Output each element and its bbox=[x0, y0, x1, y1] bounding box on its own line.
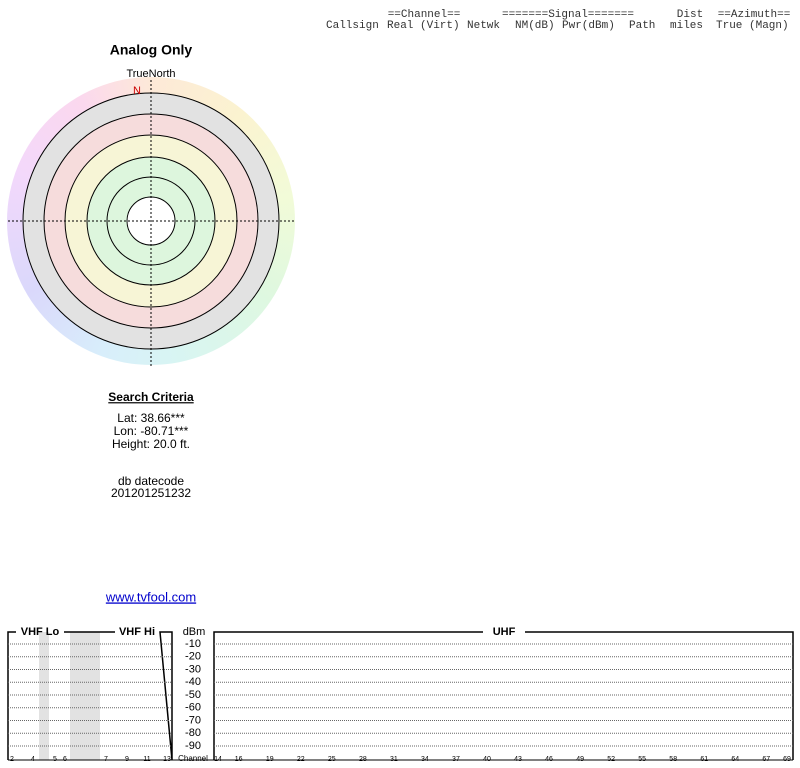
lon: Lon: -80.71*** bbox=[114, 424, 189, 438]
dbm-tick-label: -90 bbox=[185, 740, 201, 752]
dbm-tick-label: -70 bbox=[185, 714, 201, 726]
channel-tick: 37 bbox=[452, 756, 460, 763]
search-criteria: Search Criteria Lat: 38.66*** Lon: -80.7… bbox=[105, 390, 196, 604]
channel-label: Channel bbox=[178, 754, 208, 763]
heading: Search Criteria bbox=[108, 390, 194, 404]
channel-tick: 64 bbox=[731, 756, 739, 763]
band-label: VHF Lo bbox=[21, 626, 60, 638]
channel-tick: 19 bbox=[266, 756, 274, 763]
channel-tick: 40 bbox=[483, 756, 491, 763]
channel-tick: 69 bbox=[783, 756, 791, 763]
band-shade bbox=[39, 632, 49, 760]
height: Height: 20.0 ft. bbox=[112, 437, 190, 451]
column-group: =======Signal======= bbox=[502, 9, 634, 21]
column-header: Netwk bbox=[467, 20, 500, 32]
datecode-label: db datecode bbox=[118, 474, 184, 488]
channel-tick: 55 bbox=[638, 756, 646, 763]
dbm-tick-label: -60 bbox=[185, 702, 201, 714]
channel-tick: 67 bbox=[762, 756, 770, 763]
channel-tick: 61 bbox=[700, 756, 708, 763]
north-label: TrueNorth bbox=[126, 68, 175, 80]
channel-tick: 14 bbox=[214, 756, 222, 763]
dbm-tick-label: -10 bbox=[185, 638, 201, 650]
column-header: miles bbox=[670, 20, 703, 32]
channel-tick: 13 bbox=[163, 756, 171, 763]
channel-tick: 43 bbox=[514, 756, 522, 763]
channel-tick: 7 bbox=[104, 756, 108, 763]
north-mark: N bbox=[133, 85, 141, 97]
channel-tick: 16 bbox=[235, 756, 243, 763]
column-header: NM(dB) bbox=[515, 20, 555, 32]
dbm-tick-label: -50 bbox=[185, 689, 201, 701]
band-label: VHF Hi bbox=[119, 626, 155, 638]
channel-tick: 5 bbox=[53, 756, 57, 763]
column-header: Real (Virt) bbox=[387, 20, 460, 32]
column-group: Dist bbox=[677, 9, 703, 21]
title: Analog Only bbox=[110, 42, 193, 58]
channel-tick: 28 bbox=[359, 756, 367, 763]
band-label: UHF bbox=[493, 626, 516, 638]
unit: dBm bbox=[183, 626, 206, 638]
channel-tick: 46 bbox=[545, 756, 553, 763]
channel-tick: 52 bbox=[607, 756, 615, 763]
column-header: Callsign bbox=[326, 20, 379, 32]
uhf-frame bbox=[213, 631, 794, 760]
channel-tick: 9 bbox=[125, 756, 129, 763]
channel-tick: 2 bbox=[10, 756, 14, 763]
column-header: Path bbox=[629, 20, 655, 32]
datecode: 201201251232 bbox=[111, 486, 191, 500]
channel-tick: 22 bbox=[297, 756, 305, 763]
band-shade bbox=[70, 632, 100, 760]
polar-plot: Analog Only TrueNorth N bbox=[8, 42, 295, 366]
dbm-tick-label: -40 bbox=[185, 676, 201, 688]
column-group: ==Channel== bbox=[388, 9, 461, 21]
column-header: Pwr(dBm) bbox=[562, 20, 615, 32]
channel-tick: 6 bbox=[63, 756, 67, 763]
channel-tick: 11 bbox=[143, 756, 150, 763]
channel-tick: 31 bbox=[390, 756, 398, 763]
channel-tick: 34 bbox=[421, 756, 429, 763]
channel-tick: 4 bbox=[31, 756, 35, 763]
lat: Lat: 38.66*** bbox=[117, 411, 185, 425]
vhf-frame bbox=[7, 631, 173, 761]
column-group: ==Azimuth== bbox=[718, 9, 791, 21]
spectrum: VHF Lo VHF Hi UHF dBm Channel bbox=[7, 626, 794, 763]
dbm-tick-label: -20 bbox=[185, 651, 201, 663]
column-header: True (Magn) bbox=[716, 20, 789, 32]
dbm-tick-label: -30 bbox=[185, 663, 201, 675]
channel-tick: 58 bbox=[669, 756, 677, 763]
channel-tick: 49 bbox=[576, 756, 584, 763]
link[interactable]: www.tvfool.com bbox=[105, 589, 196, 604]
dbm-tick-label: -80 bbox=[185, 727, 201, 739]
channel-tick: 25 bbox=[328, 756, 336, 763]
